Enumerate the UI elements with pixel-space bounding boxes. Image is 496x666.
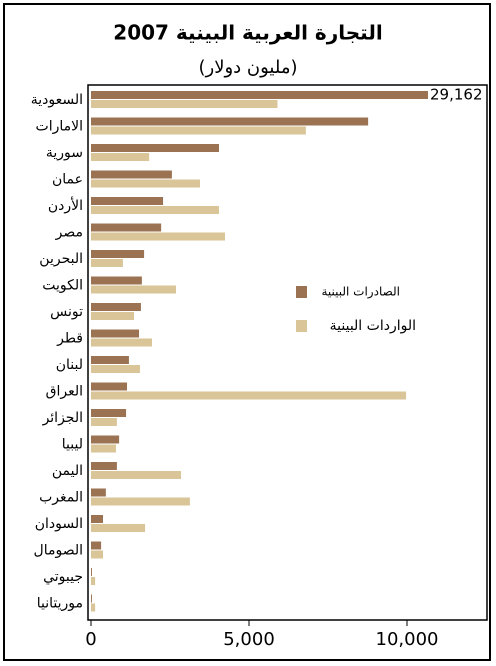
bar bbox=[91, 382, 128, 391]
y-tick-label: ليبيا bbox=[62, 437, 83, 453]
y-tick-label: مصر bbox=[55, 225, 83, 241]
chart-title: التجارة العربية البينية 2007 bbox=[113, 21, 382, 45]
bar bbox=[91, 594, 92, 603]
x-tick-label: 5,000 bbox=[223, 629, 275, 650]
data-label: 29,162 bbox=[430, 86, 483, 104]
bar bbox=[91, 285, 177, 294]
bar bbox=[91, 179, 201, 188]
y-tick-label: قطر bbox=[56, 331, 83, 347]
bar bbox=[91, 515, 104, 523]
x-tick-label: 10,000 bbox=[376, 629, 439, 650]
y-tick-label: سورية bbox=[46, 145, 83, 161]
bar bbox=[91, 232, 225, 241]
x-tick-label: 0 bbox=[85, 629, 96, 650]
y-tick-label: العراق bbox=[46, 384, 83, 400]
legend-swatch bbox=[296, 286, 307, 298]
bar bbox=[91, 418, 117, 426]
bar bbox=[91, 462, 117, 470]
y-tick-label: اليمن bbox=[52, 463, 83, 479]
bar bbox=[91, 117, 369, 126]
y-tick-label: الامارات bbox=[36, 119, 83, 135]
bar bbox=[91, 356, 129, 364]
bar bbox=[91, 435, 120, 444]
bar bbox=[91, 577, 96, 585]
legend-swatch bbox=[296, 320, 307, 332]
bar bbox=[91, 391, 407, 400]
bar bbox=[91, 303, 141, 311]
bar bbox=[91, 153, 150, 161]
y-tick-label: جيبوتي bbox=[43, 569, 83, 585]
y-tick-label: عمان bbox=[52, 172, 83, 188]
bar bbox=[91, 223, 162, 232]
bar bbox=[91, 276, 142, 285]
plot-area bbox=[87, 84, 488, 621]
y-tick-label: المغرب bbox=[39, 490, 83, 506]
bar bbox=[91, 206, 219, 214]
bar bbox=[91, 550, 104, 559]
y-tick-label: لبنان bbox=[56, 357, 83, 373]
bar bbox=[91, 197, 164, 205]
y-tick-label: البحرين bbox=[39, 251, 83, 267]
bar bbox=[91, 488, 106, 497]
bar bbox=[91, 541, 102, 550]
legend-label: الواردات البينية bbox=[330, 318, 416, 334]
legend-label: الصادرات البينية bbox=[321, 285, 400, 300]
y-tick-label: تونس bbox=[50, 304, 83, 320]
chart-subtitle: (مليون دولار) bbox=[199, 57, 298, 78]
y-tick-label: الأردن bbox=[48, 196, 83, 214]
y-tick-label: الجزائر bbox=[42, 410, 83, 426]
bar bbox=[91, 524, 146, 532]
bar bbox=[91, 497, 190, 506]
bar bbox=[91, 471, 182, 479]
bar bbox=[91, 126, 306, 135]
bar bbox=[91, 250, 145, 258]
y-tick-label: السعودية bbox=[31, 92, 83, 108]
bar bbox=[91, 259, 123, 267]
bar bbox=[91, 365, 140, 373]
y-tick-label: الكويت bbox=[42, 278, 83, 294]
bar bbox=[91, 409, 127, 417]
bar bbox=[91, 144, 219, 152]
bar bbox=[91, 338, 152, 347]
bar bbox=[91, 312, 134, 320]
bar bbox=[91, 329, 140, 338]
bar bbox=[91, 170, 172, 179]
y-tick-label: موريتانيا bbox=[37, 596, 83, 612]
bar bbox=[91, 568, 92, 576]
y-tick-label: الصومال bbox=[34, 543, 83, 559]
bar bbox=[91, 91, 428, 99]
bar bbox=[91, 444, 116, 453]
frame bbox=[3, 3, 491, 661]
y-tick-label: السودان bbox=[35, 516, 83, 532]
bar bbox=[91, 100, 278, 108]
bar bbox=[91, 603, 96, 612]
